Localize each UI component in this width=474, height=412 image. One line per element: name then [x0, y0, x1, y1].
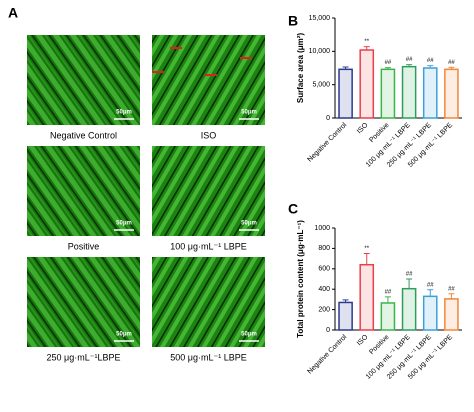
significance: ## — [406, 272, 413, 278]
bar — [359, 263, 375, 331]
micrograph-shade — [152, 146, 265, 236]
scale-bar-label: 50μm — [241, 221, 257, 227]
micrograph-shade — [152, 257, 265, 347]
bar — [422, 67, 438, 119]
micrograph — [152, 35, 265, 125]
y-tick-label: 15,000 — [309, 15, 331, 22]
x-tick-label: ISO — [356, 333, 370, 347]
significance: ## — [427, 282, 434, 288]
scale-bar-label: 50μm — [116, 110, 132, 116]
bar — [380, 302, 396, 331]
micrograph-shade — [152, 35, 265, 125]
micrograph-shade — [27, 146, 140, 236]
x-tick-label: Negative Control — [306, 333, 348, 375]
significance: ## — [448, 60, 455, 66]
bar — [401, 287, 417, 331]
bar — [444, 68, 459, 119]
y-tick-label: 5,000 — [312, 82, 330, 89]
bar — [338, 301, 353, 331]
x-tick-label: Negative Control — [306, 121, 348, 163]
panel-label: B — [288, 13, 298, 29]
micrograph — [152, 257, 265, 347]
micrograph — [27, 146, 140, 236]
y-tick-label: 800 — [318, 245, 330, 252]
micrograph — [152, 146, 265, 236]
bar — [359, 49, 375, 119]
significance: ** — [364, 39, 369, 45]
bar — [401, 65, 417, 119]
y-tick-label: 400 — [318, 286, 330, 293]
y-axis-label: Total protein content (μg·mL⁻¹) — [296, 220, 305, 338]
significance: ** — [364, 246, 369, 252]
bar — [422, 295, 438, 331]
micrograph-shade — [27, 257, 140, 347]
scale-bar-label: 50μm — [116, 332, 132, 338]
caption: 250 μg·mL⁻¹LBPE — [47, 352, 121, 362]
significance: ## — [385, 289, 392, 295]
caption: 500 μg·mL⁻¹ LBPE — [170, 352, 246, 362]
panel-label: A — [8, 5, 18, 21]
bar — [444, 298, 459, 331]
caption: Positive — [68, 241, 100, 251]
micrograph-shade — [27, 35, 140, 125]
x-tick-label: ISO — [356, 121, 370, 135]
bar — [338, 68, 353, 119]
y-axis-label: Surface area (μm²) — [296, 33, 305, 104]
panel-label: C — [288, 201, 298, 217]
micrograph — [27, 35, 140, 125]
bar — [380, 68, 396, 119]
significance: ## — [427, 58, 434, 64]
scale-bar-label: 50μm — [116, 221, 132, 227]
y-tick-label: 600 — [318, 266, 330, 273]
y-tick-label: 200 — [318, 306, 330, 313]
caption: 100 μg·mL⁻¹ LBPE — [170, 241, 246, 251]
scale-bar-label: 50μm — [241, 110, 257, 116]
significance: ## — [385, 60, 392, 66]
caption: Negative Control — [50, 130, 117, 140]
y-tick-label: 1000 — [314, 225, 330, 232]
y-tick-label: 10,000 — [309, 48, 331, 55]
scale-bar-label: 50μm — [241, 332, 257, 338]
significance: ## — [406, 57, 413, 63]
y-tick-label: 0 — [326, 327, 330, 334]
significance: ## — [448, 286, 455, 292]
caption: ISO — [201, 130, 217, 140]
micrograph — [27, 257, 140, 347]
y-tick-label: 0 — [326, 115, 330, 122]
